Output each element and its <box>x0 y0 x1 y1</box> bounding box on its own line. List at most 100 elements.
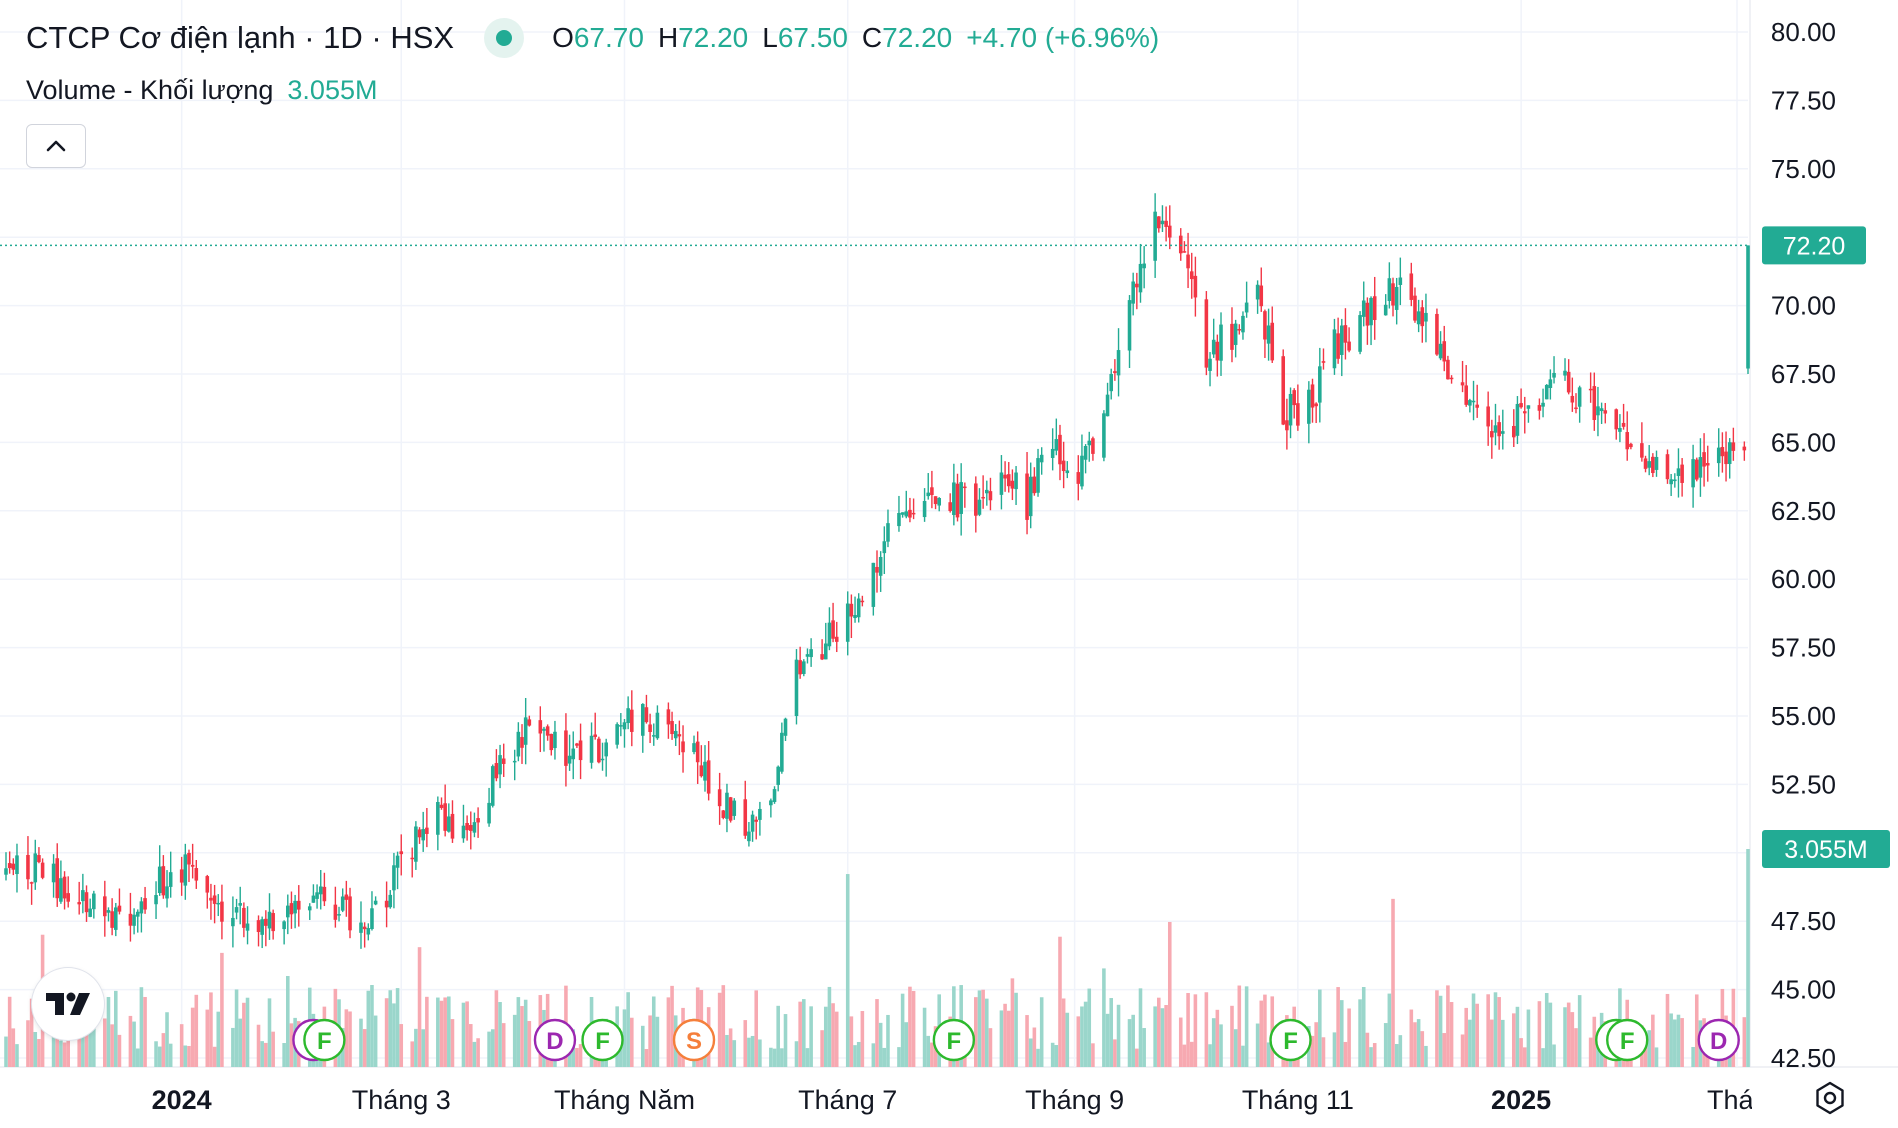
volume-bar <box>1036 1048 1040 1067</box>
last-volume-text: 3.055M <box>1784 836 1867 864</box>
candle-body <box>399 851 404 855</box>
volume-bar <box>1416 1019 1421 1067</box>
price-tick-label: 55.00 <box>1771 701 1836 731</box>
gear-icon[interactable] <box>1812 1080 1848 1116</box>
candle-body <box>1460 382 1465 386</box>
volume-bar <box>234 989 239 1067</box>
candle-body <box>1665 454 1670 480</box>
candle-body <box>55 858 60 899</box>
candle-body <box>1673 479 1677 482</box>
candle-body <box>974 483 978 516</box>
candle-body <box>220 901 224 922</box>
volume-bar <box>1237 985 1242 1067</box>
candle-body <box>1705 463 1710 466</box>
candle-body <box>871 562 876 607</box>
price-axis[interactable]: 80.0077.5075.0072.5070.0067.5065.0062.50… <box>1771 17 1836 1073</box>
candle-body <box>205 876 210 893</box>
volume-bar <box>1028 1038 1033 1067</box>
candle-body <box>231 917 235 927</box>
candle-body <box>655 712 660 739</box>
volume-bar <box>490 1029 495 1067</box>
volume-bar <box>1651 1014 1655 1067</box>
candle-body <box>1307 389 1311 424</box>
event-markers[interactable]: DFDFSFFFFD <box>292 1018 1740 1062</box>
time-tick-label: Tháng 9 <box>1025 1085 1124 1115</box>
candle-body <box>165 886 169 899</box>
volume-bar <box>260 1041 264 1067</box>
candle-body <box>571 748 576 760</box>
candle-body <box>1292 390 1296 406</box>
candle-body <box>256 920 261 933</box>
candle-body <box>721 810 726 818</box>
volume-bar <box>1541 1048 1545 1067</box>
price-tick-label: 67.50 <box>1771 359 1836 389</box>
candle-body <box>450 813 455 839</box>
candle-body <box>1255 284 1260 300</box>
candle-body <box>1522 411 1527 414</box>
volume-bar <box>985 998 989 1067</box>
volume-bar <box>1435 990 1439 1067</box>
symbol-title[interactable]: CTCP Cơ điện lạnh · 1D · HSX <box>26 20 455 55</box>
event-marker-financial[interactable]: F <box>303 1018 346 1062</box>
event-marker-financial[interactable]: F <box>1269 1018 1312 1062</box>
volume-bar <box>930 1042 934 1067</box>
volume-legend[interactable]: Volume - Khối lượng 3.055M <box>26 75 377 106</box>
candle-body <box>1468 400 1472 406</box>
candle-body <box>856 598 861 618</box>
event-circle <box>932 1018 976 1062</box>
volume-bar <box>154 1041 158 1067</box>
volume-bar <box>725 1034 729 1067</box>
candle-body <box>421 829 425 841</box>
candle-body <box>1654 456 1659 470</box>
collapse-legend-button[interactable] <box>26 124 86 168</box>
market-status-icon[interactable] <box>484 18 525 58</box>
volume-bar <box>157 1046 162 1067</box>
time-axis[interactable]: 2024 Tháng 3 Tháng Năm Tháng 7 Tháng 9 Tháng … <box>152 1068 1898 1128</box>
chart-legend[interactable]: CTCP Cơ điện lạnh · 1D · HSX O67.70 H72.… <box>26 18 1159 58</box>
volume-bar <box>1577 995 1582 1067</box>
event-marker-split[interactable]: S <box>672 1018 716 1062</box>
candle-body <box>1603 410 1608 414</box>
candle-body <box>692 743 696 753</box>
candle-body <box>1577 387 1582 407</box>
candle-body <box>999 472 1004 495</box>
candle-body <box>92 893 96 910</box>
candle-body <box>322 886 327 902</box>
candle-body <box>1113 371 1117 374</box>
candle-body <box>1574 407 1578 410</box>
ohlc-values: O67.70 H72.20 L67.50 C72.20 +4.70 (+6.96… <box>552 22 1159 54</box>
event-marker-dividend[interactable]: D <box>533 1018 577 1062</box>
volume-bar <box>523 999 528 1067</box>
candle-body <box>1153 211 1157 261</box>
candle-body <box>1193 275 1198 298</box>
candle-body <box>780 732 784 772</box>
candle-body <box>443 803 447 831</box>
event-marker-financial[interactable]: F <box>581 1018 624 1062</box>
candle-body <box>1167 225 1172 238</box>
volume-bar <box>1526 1009 1531 1067</box>
candle-body <box>286 905 290 918</box>
volume-bar <box>520 1006 524 1067</box>
candle-body <box>1237 329 1242 331</box>
volume-bar <box>651 996 656 1067</box>
candle-body <box>1548 379 1553 388</box>
volume-bar <box>1160 1008 1165 1067</box>
volume-bar <box>1596 1035 1600 1067</box>
event-marker-financial[interactable]: F <box>1606 1018 1649 1062</box>
event-marker-financial[interactable]: F <box>932 1018 976 1062</box>
event-marker-dividend[interactable]: D <box>1697 1018 1740 1062</box>
candle-body <box>977 499 982 515</box>
candle-body <box>494 763 499 779</box>
candle-body <box>772 789 777 802</box>
candle-body <box>1391 283 1395 306</box>
volume-bar <box>494 990 499 1067</box>
volume-bar <box>1490 1019 1494 1067</box>
tradingview-logo-icon[interactable] <box>32 968 104 1040</box>
candle-body <box>882 541 887 554</box>
candle-body <box>260 919 264 935</box>
candle-body <box>1065 470 1070 474</box>
candle-body <box>373 900 378 905</box>
candle-body <box>1369 297 1373 326</box>
volume-bar <box>190 1007 195 1067</box>
